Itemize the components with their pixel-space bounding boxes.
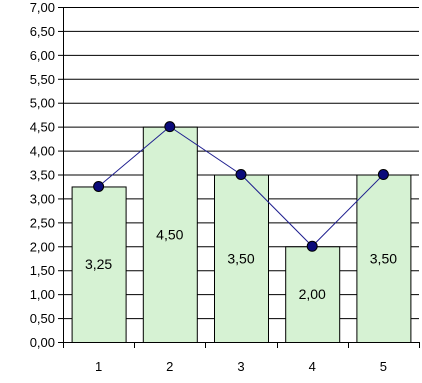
- x-axis-ticks: 1 2 3 4 5: [63, 342, 420, 374]
- bar: [142, 126, 198, 344]
- y-tick-label: 3,50: [30, 168, 55, 183]
- bar-data-label: 2,00: [299, 286, 326, 302]
- y-tick-label: 3,00: [30, 191, 55, 206]
- y-tick-label: 6,00: [30, 48, 55, 63]
- bar-data-label: 3,50: [370, 250, 397, 266]
- bar: [285, 246, 341, 344]
- y-tick-label: 1,50: [30, 263, 55, 278]
- y-tick-label: 0,00: [30, 335, 55, 350]
- axes: [63, 7, 419, 343]
- bar-data-label: 4,50: [156, 226, 183, 242]
- data-labels: 3,25 4,50 3,50 2,00 3,50: [85, 226, 397, 302]
- x-tick-label: 2: [166, 359, 173, 374]
- bar: [71, 186, 127, 343]
- y-tick-label: 1,00: [30, 287, 55, 302]
- bar-data-label: 3,25: [85, 256, 112, 272]
- line-marker: [93, 180, 105, 192]
- y-tick-label: 2,50: [30, 215, 55, 230]
- y-tick-label: 7,00: [30, 0, 55, 15]
- line-series: [93, 121, 389, 252]
- y-tick-label: 5,00: [30, 96, 55, 111]
- line-marker: [377, 169, 389, 180]
- line-marker: [306, 240, 318, 252]
- y-tick-label: 6,50: [30, 24, 55, 39]
- y-tick-label: 2,00: [30, 239, 55, 254]
- x-tick-label: 4: [309, 359, 316, 374]
- bar: [214, 174, 269, 343]
- y-tick-label: 5,50: [30, 72, 55, 87]
- x-tick-label: 5: [380, 359, 387, 374]
- y-tick-label: 0,50: [30, 311, 55, 326]
- line-marker: [235, 169, 247, 180]
- bars: [71, 126, 412, 344]
- line-marker: [164, 121, 176, 133]
- x-tick-label: 1: [95, 359, 102, 374]
- y-tick-label: 4,50: [30, 120, 55, 135]
- bar: [356, 174, 412, 343]
- y-tick-label: 4,00: [30, 144, 55, 159]
- bar-data-label: 3,50: [227, 250, 254, 266]
- x-tick-label: 3: [237, 359, 244, 374]
- y-axis-ticks: 0,00 0,50 1,00 1,50 2,00 2,50 3,00 3,50 4,00 4,50…: [30, 0, 63, 350]
